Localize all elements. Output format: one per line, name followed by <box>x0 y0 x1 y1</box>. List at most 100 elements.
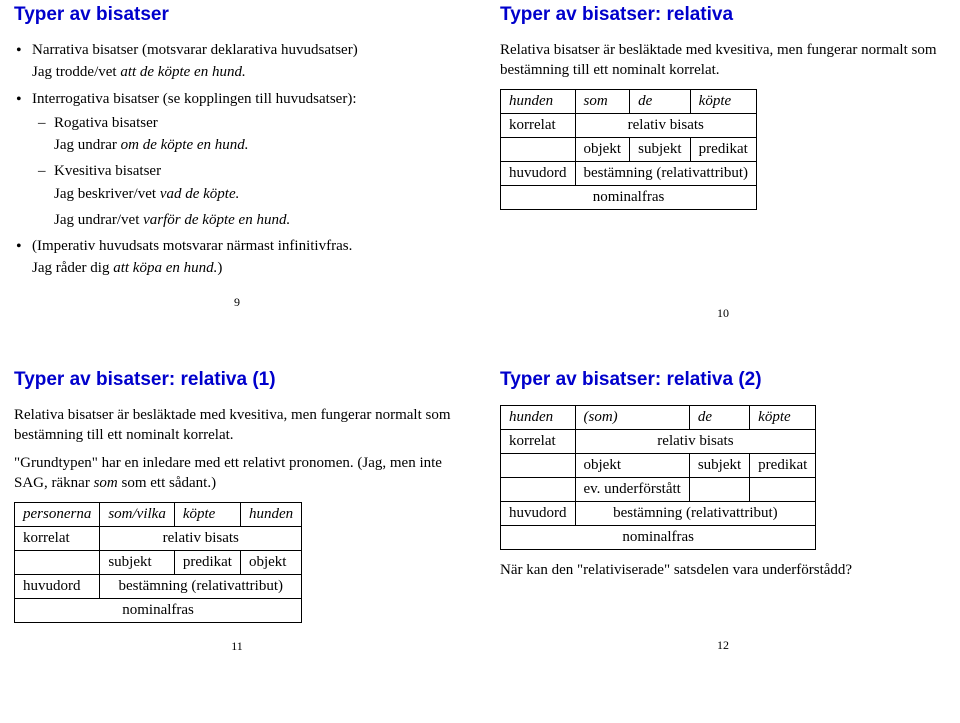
table-row: nominalfras <box>501 185 757 209</box>
table-row: subjekt predikat objekt <box>15 550 302 574</box>
cell: hunden <box>240 502 301 526</box>
cell <box>750 477 816 501</box>
table-row: korrelat relativ bisats <box>501 429 816 453</box>
slide-title: Typer av bisatser: relativa (2) <box>500 369 946 391</box>
cell: objekt <box>575 137 630 161</box>
bullet-item: Interrogativa bisatser (se kopplingen ti… <box>32 89 460 231</box>
table-row: nominalfras <box>15 598 302 622</box>
bullet-list: Narrativa bisatser (motsvarar deklarativ… <box>14 40 460 279</box>
cell: huvudord <box>501 501 576 525</box>
cell: objekt <box>240 550 301 574</box>
page-number: 11 <box>14 639 460 654</box>
page-number: 12 <box>500 638 946 653</box>
slide-12: Typer av bisatser: relativa (2) hunden (… <box>496 369 950 654</box>
example-italic: att köpa en hund. <box>113 260 217 276</box>
cell: subjekt <box>689 453 749 477</box>
text-span: som ett sådant.) <box>118 475 216 491</box>
slide-title: Typer av bisatser: relativa <box>500 4 946 26</box>
cell: korrelat <box>15 526 100 550</box>
cell: relativ bisats <box>100 526 302 550</box>
cell: objekt <box>575 453 689 477</box>
table-row: ev. underförstått <box>501 477 816 501</box>
example: Jag råder dig att köpa en hund.) <box>32 258 460 278</box>
analysis-table: hunden (som) de köpte korrelat relativ b… <box>500 405 816 550</box>
example-pre: Jag trodde/vet <box>32 64 120 80</box>
cell: hunden <box>501 89 576 113</box>
table-row: nominalfras <box>501 525 816 549</box>
cell: nominalfras <box>501 185 757 209</box>
cell: köpte <box>750 405 816 429</box>
cell: som <box>575 89 630 113</box>
table-row: huvudord bestämning (relativattribut) <box>501 161 757 185</box>
cell: köpte <box>174 502 240 526</box>
table-row: huvudord bestämning (relativattribut) <box>15 574 302 598</box>
example-italic: vad de köpte. <box>160 186 240 202</box>
cell: predikat <box>174 550 240 574</box>
slide-title: Typer av bisatser <box>14 4 460 26</box>
cell: de <box>689 405 749 429</box>
slide-title: Typer av bisatser: relativa (1) <box>14 369 460 391</box>
slide-11: Typer av bisatser: relativa (1) Relativa… <box>10 369 464 654</box>
body-text: Relativa bisatser är besläktade med kves… <box>500 40 946 81</box>
table-row: korrelat relativ bisats <box>501 113 757 137</box>
cell: köpte <box>690 89 756 113</box>
cell: huvudord <box>501 161 576 185</box>
sub-bullet-item: Rogativa bisatser Jag undrar om de köpte… <box>54 113 460 156</box>
cell: relativ bisats <box>575 429 816 453</box>
cell: bestämning (relativattribut) <box>100 574 302 598</box>
cell <box>501 453 576 477</box>
text-italic: som <box>94 475 118 491</box>
example-pre: Jag undrar/vet <box>54 212 143 228</box>
cell: nominalfras <box>501 525 816 549</box>
sub-bullet-item: Kvesitiva bisatser Jag beskriver/vet vad… <box>54 161 460 230</box>
slide-9: Typer av bisatser Narrativa bisatser (mo… <box>10 4 464 321</box>
body-text: Relativa bisatser är besläktade med kves… <box>14 405 460 446</box>
example: Jag undrar/vet varför de köpte en hund. <box>54 210 460 230</box>
example: Jag undrar om de köpte en hund. <box>54 135 460 155</box>
bullet-text: (Imperativ huvudsats motsvarar närmast i… <box>32 238 352 254</box>
cell: som/vilka <box>100 502 175 526</box>
cell <box>501 477 576 501</box>
table-row: objekt subjekt predikat <box>501 137 757 161</box>
example-pre: Jag beskriver/vet <box>54 186 160 202</box>
cell: hunden <box>501 405 576 429</box>
analysis-table: personerna som/vilka köpte hunden korrel… <box>14 502 302 623</box>
cell: korrelat <box>501 429 576 453</box>
body-text: "Grundtypen" har en inledare med ett rel… <box>14 453 460 494</box>
sub-bullet-text: Rogativa bisatser <box>54 115 158 131</box>
slide-10: Typer av bisatser: relativa Relativa bis… <box>496 4 950 321</box>
cell: predikat <box>750 453 816 477</box>
example: Jag beskriver/vet vad de köpte. <box>54 184 460 204</box>
cell: ev. underförstått <box>575 477 689 501</box>
cell: (som) <box>575 405 689 429</box>
bullet-text: Narrativa bisatser (motsvarar deklarativ… <box>32 42 358 58</box>
cell: subjekt <box>100 550 175 574</box>
cell: huvudord <box>15 574 100 598</box>
example-italic: att de köpte en hund. <box>120 64 245 80</box>
page-number: 10 <box>500 306 946 321</box>
cell: bestämning (relativattribut) <box>575 161 757 185</box>
cell: predikat <box>690 137 756 161</box>
cell: nominalfras <box>15 598 302 622</box>
table-row: hunden (som) de köpte <box>501 405 816 429</box>
table-row: huvudord bestämning (relativattribut) <box>501 501 816 525</box>
cell <box>15 550 100 574</box>
analysis-table: hunden som de köpte korrelat relativ bis… <box>500 89 757 210</box>
example-pre: Jag undrar <box>54 137 121 153</box>
table-row: hunden som de köpte <box>501 89 757 113</box>
table-row: personerna som/vilka köpte hunden <box>15 502 302 526</box>
cell <box>501 137 576 161</box>
bullet-item: Narrativa bisatser (motsvarar deklarativ… <box>32 40 460 83</box>
example: Jag trodde/vet att de köpte en hund. <box>32 62 460 82</box>
cell: korrelat <box>501 113 576 137</box>
example-italic: varför de köpte en hund. <box>143 212 290 228</box>
example-post: ) <box>217 260 222 276</box>
cell: personerna <box>15 502 100 526</box>
sub-bullet-list: Rogativa bisatser Jag undrar om de köpte… <box>32 113 460 230</box>
follow-question: När kan den "relativiserade" satsdelen v… <box>500 560 946 580</box>
bullet-item: (Imperativ huvudsats motsvarar närmast i… <box>32 236 460 279</box>
cell <box>689 477 749 501</box>
cell: bestämning (relativattribut) <box>575 501 816 525</box>
cell: subjekt <box>630 137 691 161</box>
sub-bullet-text: Kvesitiva bisatser <box>54 163 161 179</box>
